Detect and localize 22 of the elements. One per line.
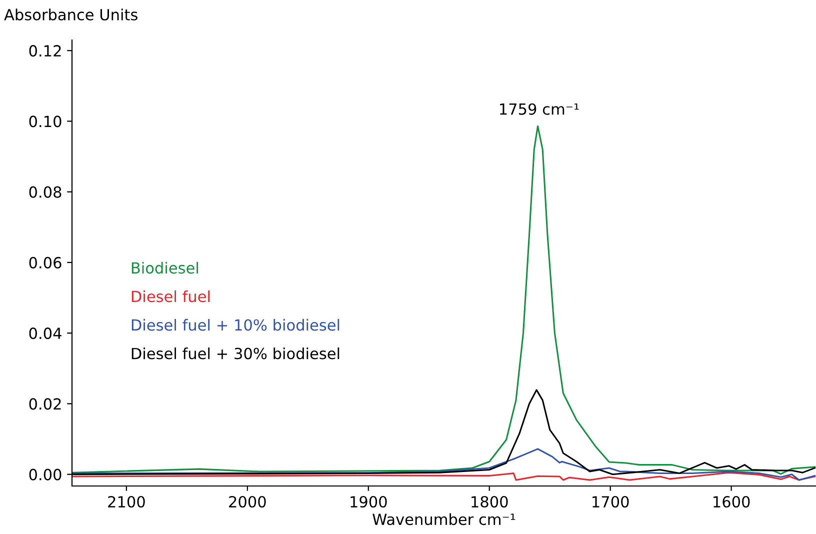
text: Biodiesel (132, 262, 198, 274)
text: Diesel fuel (132, 290, 210, 302)
x-tick-label: 1600 (714, 496, 750, 508)
annotation: 1759 cm⁻¹ (500, 103, 579, 115)
text: Diesel fuel + 10% biodiesel (132, 318, 340, 331)
x-tick-label: 1800 (472, 496, 508, 508)
line-series (72, 448, 816, 481)
text: Diesel fuel + 30% biodiesel (132, 347, 340, 360)
x-tick-label: 2000 (229, 496, 266, 508)
y-tick-label: 0.06 (29, 256, 62, 268)
y-tick-label: 0.04 (29, 328, 62, 340)
x-tick-label: 1900 (350, 496, 387, 508)
x-tick-label: 1700 (592, 496, 629, 508)
y-tick-label: 0.00 (29, 468, 62, 480)
line-series (72, 472, 816, 481)
y-tick-label: 0.08 (29, 186, 62, 198)
y-tick-label: 0.02 (29, 398, 61, 410)
y-axis-title: Absorbance Units (4, 8, 138, 20)
y-tick-label: 0.12 (29, 45, 61, 57)
y-tick-label: 0.10 (29, 116, 62, 128)
x-axis-title: Wavenumber cm⁻¹ (372, 513, 516, 526)
x-tick-label: 2100 (108, 496, 145, 508)
